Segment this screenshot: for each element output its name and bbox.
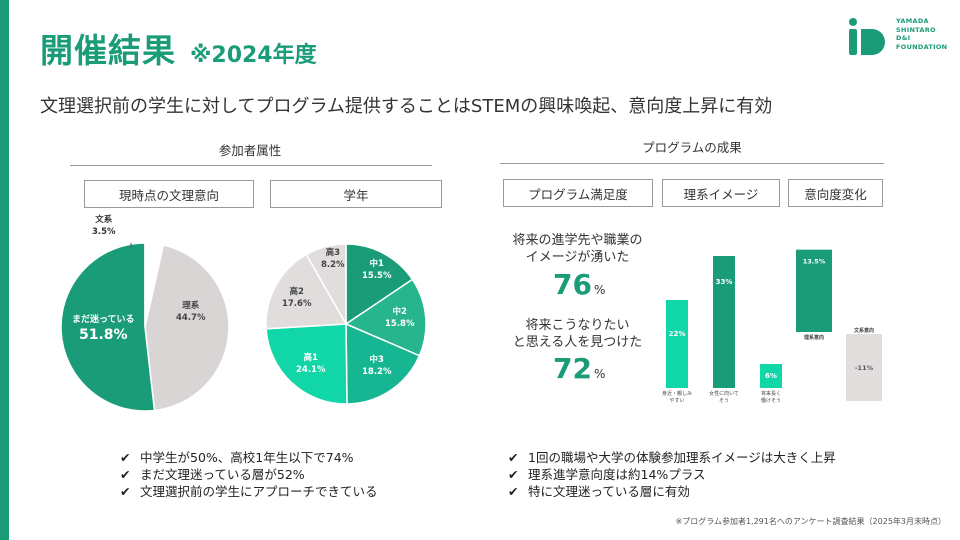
- intent-change-bar-label: -11%: [855, 364, 874, 372]
- pie2-slice-k1: [265, 323, 348, 405]
- bullet-left-1: ✔ 中学生が50%、高校1年生以下で74%: [120, 450, 354, 465]
- pie2-label-k1: 高1 24.1%: [296, 353, 326, 375]
- intent-change-category: 理系意向: [804, 334, 824, 341]
- pie2-label-c2: 中2 15.8%: [385, 307, 415, 329]
- pie2-slice-c2: [344, 278, 427, 357]
- check-icon: ✔: [508, 484, 519, 499]
- page-title: 開催結果 ※2024年度: [40, 31, 317, 70]
- footnote: ※プログラム参加者1,291名へのアンケート調査結果（2025年3月末時点）: [675, 517, 947, 526]
- check-icon: ✔: [120, 467, 131, 482]
- grade-pie-chart: [265, 243, 427, 405]
- bar-cat-b3-l1: 将来長く: [761, 390, 781, 397]
- intent-change-bar: [846, 334, 882, 402]
- pie2-label-c1: 中1 15.5%: [362, 259, 392, 281]
- pie2-label-k2: 高2 17.6%: [282, 287, 312, 309]
- pie1-slice-mayoi: [60, 242, 156, 412]
- bullets-right: ✔ 1回の職場や大学の体験参加理系イメージは大きく上昇 ✔ 理系進学意向度は約14%…: [508, 449, 836, 500]
- bullets-left: ✔ 中学生が50%、高校1年生以下で74% ✔ まだ文理迷っている層が52% ✔ 文理…: [120, 449, 378, 500]
- pie2-slice-c3: [345, 322, 421, 405]
- pie2-slice-k3: [305, 243, 347, 327]
- stem-image-bar-label: 22%: [669, 330, 686, 338]
- pie1-label-bunkei: 文系 3.5%: [92, 215, 116, 237]
- satisfaction-value-1: 76%: [553, 268, 606, 301]
- bullet-left-3: ✔ 文理選択前の学生にアプローチできている: [120, 484, 378, 499]
- pie2-slice-c1: [345, 243, 414, 326]
- check-icon: ✔: [120, 450, 131, 465]
- pie1-slice-bunkei: [144, 242, 165, 328]
- bullet-right-1: ✔ 1回の職場や大学の体験参加理系イメージは大きく上昇: [508, 450, 836, 465]
- pie2-label-c3: 中3 18.2%: [362, 355, 392, 377]
- bar-cat-b1-l2: やすい: [669, 397, 684, 404]
- bar-cat-b1-l1: 身近・親しみ: [662, 390, 692, 397]
- intent-change-bar-label: 13.5%: [803, 258, 826, 266]
- bullet-right-2: ✔ 理系進学意向度は約14%プラス: [508, 467, 706, 482]
- page-subtitle: 文理選択前の学生に対してプログラム提供することはSTEMの興味喚起、意向度上昇に…: [40, 96, 773, 117]
- foundation-logo-text: YAMADA SHINTARO D&I FOUNDATION: [896, 17, 948, 51]
- tab-grade: 学年: [270, 180, 442, 208]
- page-title-year: ※2024年度: [190, 43, 317, 68]
- satisfaction-value-2: 72%: [553, 352, 606, 385]
- pie1-slice-rikei: [144, 244, 230, 412]
- pie1-label-mayoi: まだ迷っている 51.8%: [72, 315, 135, 343]
- tab-intent-change: 意向度変化: [788, 179, 883, 207]
- tab-bunri-intent: 現時点の文理意向: [84, 180, 254, 208]
- bunri-pie-chart: [60, 242, 230, 412]
- bullet-right-3: ✔ 特に文理迷っている層に有効: [508, 484, 690, 499]
- stem-image-bar-chart: 22% 33% 6% 13.5% 理系意向 -11% 文系意向 身近・親しみ やすい 女性…: [662, 249, 882, 404]
- attributes-rule: [70, 165, 432, 166]
- accent-bar: [0, 0, 9, 540]
- results-heading: プログラムの成果: [642, 140, 742, 155]
- stem-image-bar: [760, 364, 782, 388]
- foundation-logo-icon: [849, 18, 885, 55]
- satisfaction-label-1: 将来の進学先や職業の イメージが湧いた: [512, 233, 643, 265]
- stem-image-bar: [666, 300, 688, 388]
- pie1-label-rikei: 理系 44.7%: [176, 301, 206, 323]
- tab-stem-image: 理系イメージ: [662, 179, 780, 207]
- bar-cat-b2-l1: 女性に向いて: [709, 390, 739, 397]
- stem-image-bar: [713, 256, 735, 388]
- bar-cat-b2-l2: そう: [719, 397, 729, 404]
- tab-satisfaction: プログラム満足度: [503, 179, 653, 207]
- stem-image-bar-label: 6%: [765, 372, 777, 380]
- satisfaction-label-2: 将来こうなりたい と思える人を見つけた: [512, 318, 643, 350]
- attributes-heading: 参加者属性: [218, 143, 282, 158]
- bullet-left-2: ✔ まだ文理迷っている層が52%: [120, 467, 305, 482]
- pie2-label-k3: 高3 8.2%: [321, 248, 345, 270]
- stem-image-bar-label: 33%: [716, 278, 733, 286]
- pie2-slice-k2: [265, 253, 348, 330]
- intent-change-bar: [796, 249, 832, 332]
- check-icon: ✔: [508, 467, 519, 482]
- check-icon: ✔: [120, 484, 131, 499]
- results-rule: [500, 163, 884, 164]
- intent-change-category: 文系意向: [854, 327, 874, 334]
- check-icon: ✔: [508, 450, 519, 465]
- bar-cat-b3-l2: 働けそう: [761, 397, 781, 404]
